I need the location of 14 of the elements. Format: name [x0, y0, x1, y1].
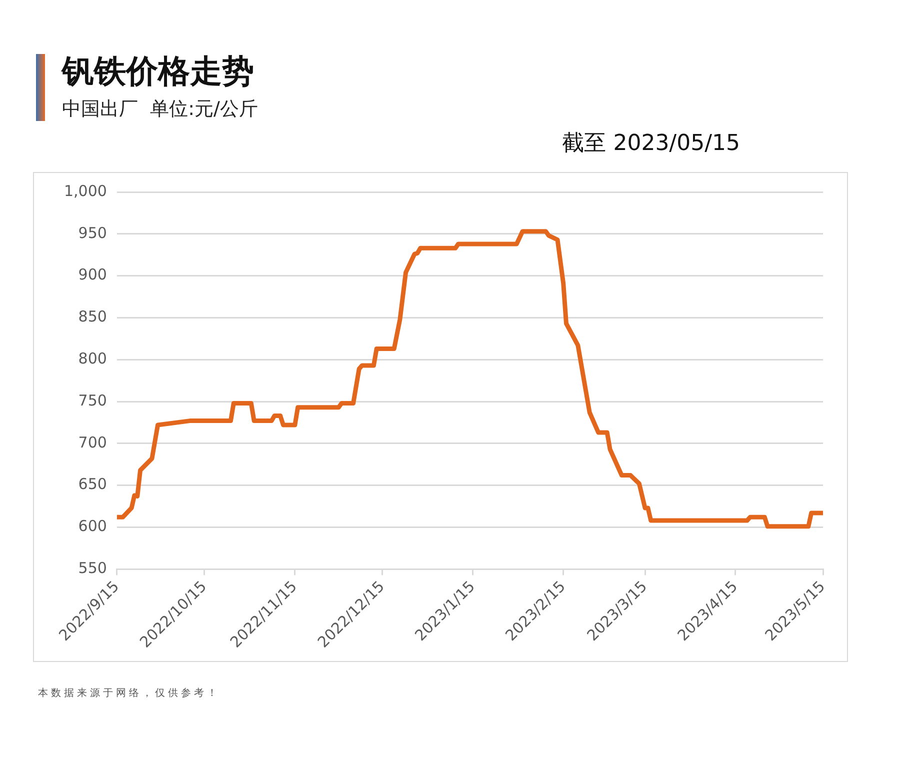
y-tick-label: 950: [78, 224, 107, 242]
y-tick-label: 800: [78, 350, 107, 368]
text: 截至 2023/05/15: [562, 130, 740, 158]
y-tick-label: 700: [78, 433, 107, 452]
y-tick-label: 750: [78, 391, 107, 410]
y-tick-label: 1,000: [64, 182, 107, 200]
y-tick-label: 550: [78, 559, 107, 578]
y-tick-label: 650: [78, 475, 107, 494]
chart-subtitle: 中国出厂 单位:元/公斤: [62, 97, 258, 122]
y-tick-label: 600: [78, 517, 107, 536]
text: 本数据来源于网络，仅供参考！: [38, 686, 220, 700]
chart-title: 钒铁价格走势: [62, 51, 254, 92]
y-tick-label: 900: [78, 266, 107, 284]
y-tick-label: 850: [78, 308, 107, 326]
